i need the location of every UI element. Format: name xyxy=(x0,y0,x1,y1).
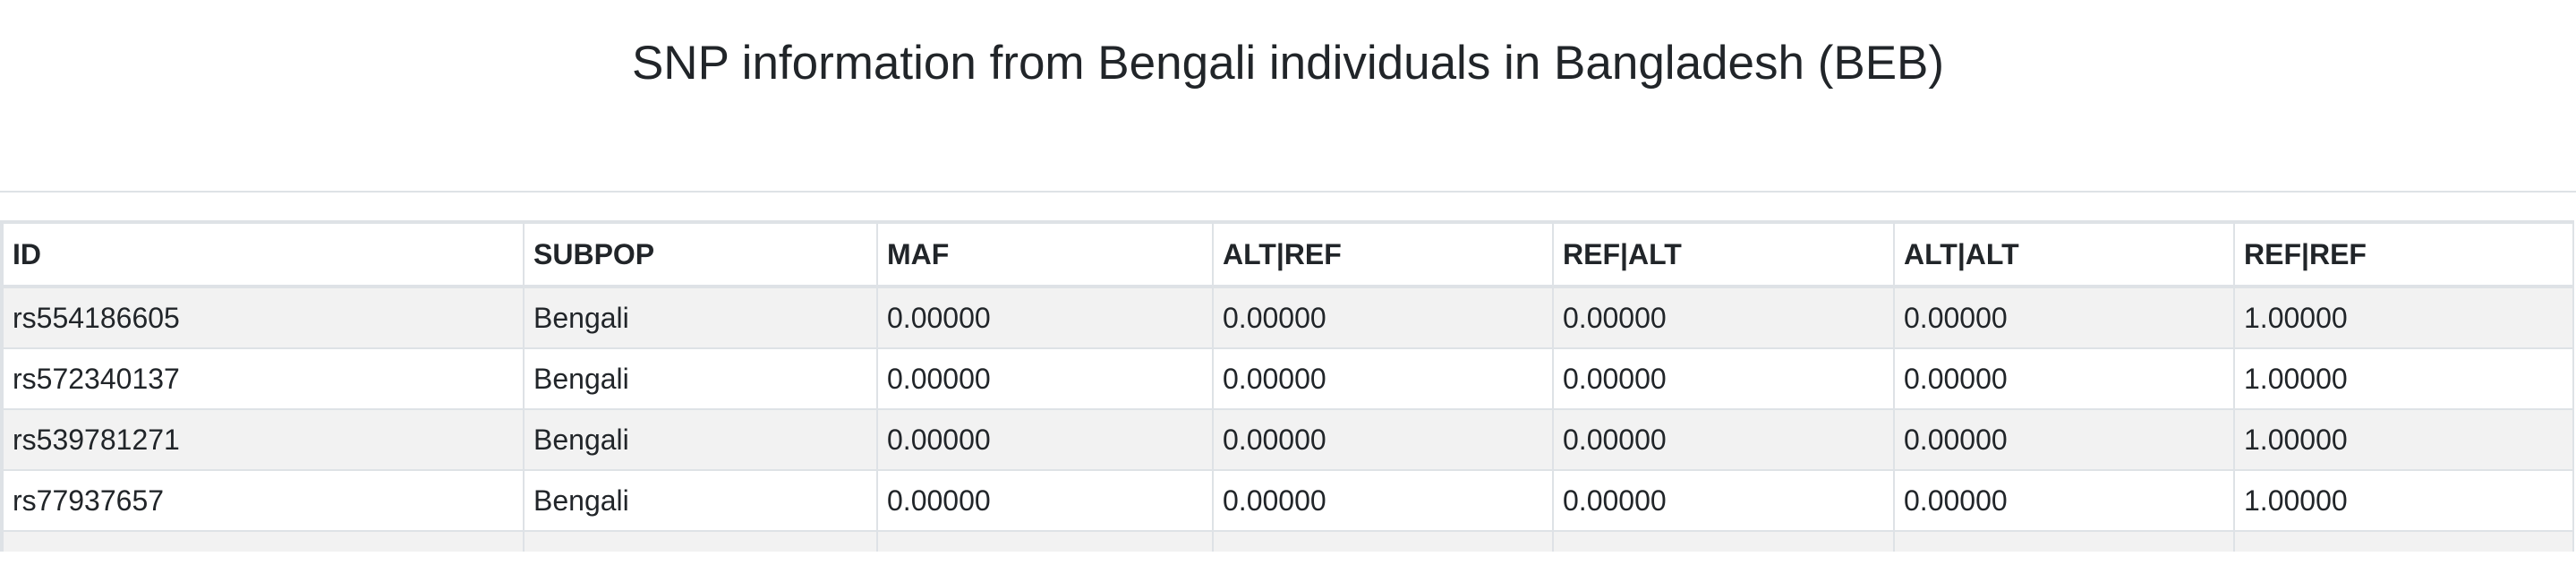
cell-ref-ref: 1.00000 xyxy=(2233,469,2572,532)
cell-maf: 0.00000 xyxy=(876,347,1214,410)
cell-ref-alt: 0.00000 xyxy=(1552,469,1895,532)
cell-maf: 0.00000 xyxy=(876,469,1214,532)
divider xyxy=(0,191,2576,193)
column-header-maf[interactable]: MAF xyxy=(876,222,1214,288)
cell-alt-alt xyxy=(1893,530,2235,552)
cell-alt-ref: 0.00000 xyxy=(1212,347,1554,410)
cell-maf: 0.00000 xyxy=(876,408,1214,471)
column-header-ref-ref[interactable]: REF|REF xyxy=(2233,222,2572,288)
table-row: rs77937657 Bengali 0.00000 0.00000 0.000… xyxy=(2,469,2572,532)
cell-subpop: Bengali xyxy=(523,469,878,532)
column-header-alt-ref[interactable]: ALT|REF xyxy=(1212,222,1554,288)
cell-ref-alt xyxy=(1552,530,1895,552)
cell-id: rs539781271 xyxy=(2,408,525,471)
cell-alt-alt: 0.00000 xyxy=(1893,469,2235,532)
cell-alt-alt: 0.00000 xyxy=(1893,408,2235,471)
cell-alt-ref: 0.00000 xyxy=(1212,286,1554,349)
table-row xyxy=(2,530,2572,552)
cell-alt-ref: 0.00000 xyxy=(1212,408,1554,471)
table-row: rs572340137 Bengali 0.00000 0.00000 0.00… xyxy=(2,347,2572,410)
cell-id: rs572340137 xyxy=(2,347,525,410)
cell-subpop xyxy=(523,530,878,552)
cell-subpop: Bengali xyxy=(523,286,878,349)
cell-alt-ref: 0.00000 xyxy=(1212,469,1554,532)
cell-ref-alt: 0.00000 xyxy=(1552,347,1895,410)
cell-ref-alt: 0.00000 xyxy=(1552,286,1895,349)
cell-alt-alt: 0.00000 xyxy=(1893,286,2235,349)
cell-subpop: Bengali xyxy=(523,347,878,410)
cell-ref-ref xyxy=(2233,530,2572,552)
cell-id: rs77937657 xyxy=(2,469,525,532)
cell-id xyxy=(2,530,525,552)
table-row: rs539781271 Bengali 0.00000 0.00000 0.00… xyxy=(2,408,2572,471)
cell-ref-ref: 1.00000 xyxy=(2233,347,2572,410)
cell-id: rs554186605 xyxy=(2,286,525,349)
cell-ref-alt: 0.00000 xyxy=(1552,408,1895,471)
snp-table-container[interactable]: ID SUBPOP MAF ALT|REF REF|ALT ALT|ALT RE… xyxy=(0,220,2574,552)
table-header-row: ID SUBPOP MAF ALT|REF REF|ALT ALT|ALT RE… xyxy=(2,222,2572,288)
cell-ref-ref: 1.00000 xyxy=(2233,286,2572,349)
cell-maf xyxy=(876,530,1214,552)
cell-ref-ref: 1.00000 xyxy=(2233,408,2572,471)
cell-maf: 0.00000 xyxy=(876,286,1214,349)
cell-alt-alt: 0.00000 xyxy=(1893,347,2235,410)
table-row: rs554186605 Bengali 0.00000 0.00000 0.00… xyxy=(2,286,2572,349)
snp-table: ID SUBPOP MAF ALT|REF REF|ALT ALT|ALT RE… xyxy=(2,222,2572,552)
page-title: SNP information from Bengali individuals… xyxy=(631,37,1945,90)
cell-alt-ref xyxy=(1212,530,1554,552)
column-header-subpop[interactable]: SUBPOP xyxy=(523,222,878,288)
column-header-alt-alt[interactable]: ALT|ALT xyxy=(1893,222,2235,288)
column-header-ref-alt[interactable]: REF|ALT xyxy=(1552,222,1895,288)
cell-subpop: Bengali xyxy=(523,408,878,471)
column-header-id[interactable]: ID xyxy=(2,222,525,288)
